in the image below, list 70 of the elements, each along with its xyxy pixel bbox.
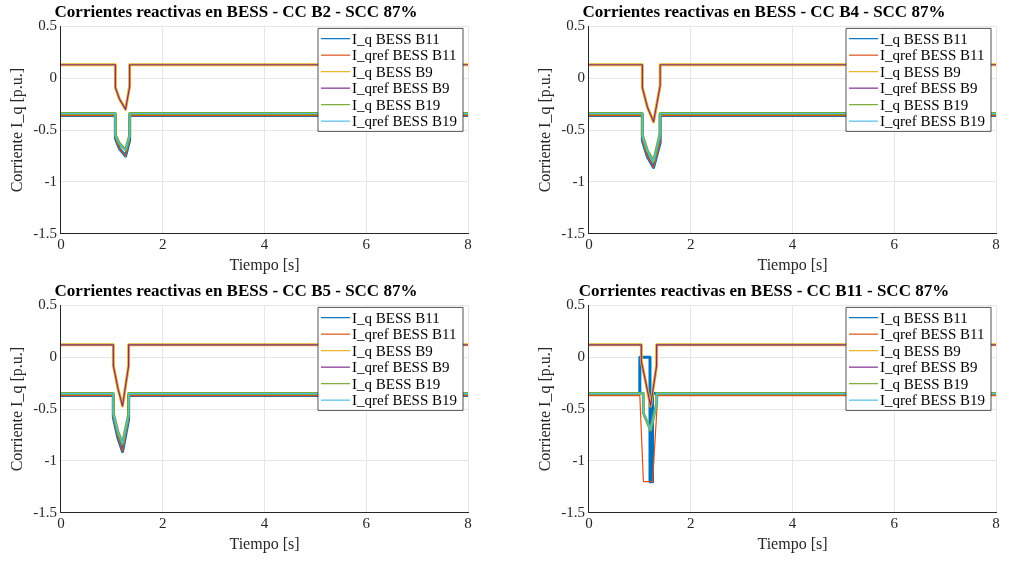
legend-label: I_qref BESS B19 bbox=[352, 113, 457, 130]
legend-label: I_qref BESS B19 bbox=[880, 113, 985, 130]
y-tick-label: 0 bbox=[49, 69, 57, 86]
x-axis-title: Tiempo [s] bbox=[757, 255, 828, 274]
x-tick-label: 6 bbox=[362, 235, 371, 252]
y-tick-label: -0.5 bbox=[33, 400, 57, 417]
x-tick-label: 4 bbox=[788, 235, 797, 252]
y-tick-label: -1.5 bbox=[561, 224, 585, 241]
x-tick-label: 2 bbox=[686, 514, 695, 531]
y-tick-label: -1 bbox=[44, 451, 57, 468]
x-tick-label: 2 bbox=[158, 514, 167, 531]
x-tick-label: 2 bbox=[686, 235, 695, 252]
x-tick-label: 6 bbox=[890, 235, 899, 252]
x-tick-label: 6 bbox=[890, 514, 899, 531]
legend-label: I_q BESS B11 bbox=[880, 30, 968, 47]
x-tick-label: 4 bbox=[260, 514, 269, 531]
y-tick-label: -0.5 bbox=[561, 121, 585, 138]
y-tick-label: -1.5 bbox=[561, 503, 585, 520]
x-axis-title: Tiempo [s] bbox=[757, 534, 828, 553]
x-tick-label: 2 bbox=[158, 235, 167, 252]
legend-label: I_q BESS B9 bbox=[352, 342, 433, 359]
x-tick-label: 4 bbox=[260, 235, 269, 252]
y-tick-label: -0.5 bbox=[33, 121, 57, 138]
x-tick-label: 8 bbox=[464, 235, 472, 252]
y-tick-label: 0 bbox=[49, 348, 57, 365]
y-tick-label: -1 bbox=[572, 451, 585, 468]
y-tick-label: -1.5 bbox=[33, 224, 57, 241]
legend-label: I_qref BESS B11 bbox=[880, 326, 985, 343]
y-tick-label: -0.5 bbox=[561, 400, 585, 417]
y-axis-title: Corriente I_q [p.u.] bbox=[7, 346, 26, 472]
x-tick-label: 8 bbox=[992, 514, 1000, 531]
y-tick-label: 0 bbox=[577, 69, 585, 86]
x-tick-label: 8 bbox=[992, 235, 1000, 252]
legend-label: I_qref BESS B9 bbox=[352, 359, 450, 376]
x-axis-title: Tiempo [s] bbox=[229, 255, 300, 274]
chart-title: Corrientes reactivas en BESS - CC B5 - SCC 87% bbox=[54, 280, 418, 300]
x-axis-title: Tiempo [s] bbox=[229, 534, 300, 553]
legend-label: I_q BESS B19 bbox=[880, 96, 969, 113]
legend-label: I_qref BESS B9 bbox=[880, 359, 978, 376]
y-axis-title: Corriente I_q [p.u.] bbox=[535, 67, 554, 193]
legend-label: I_q BESS B19 bbox=[352, 96, 441, 113]
x-tick-label: 6 bbox=[362, 514, 371, 531]
chart-title: Corrientes reactivas en BESS - CC B2 - SCC 87% bbox=[54, 1, 418, 21]
legend-label: I_qref BESS B11 bbox=[880, 47, 985, 64]
y-tick-label: -1 bbox=[44, 172, 57, 189]
legend-label: I_q BESS B11 bbox=[352, 309, 440, 326]
y-tick-label: 0 bbox=[577, 348, 585, 365]
y-tick-label: -1.5 bbox=[33, 503, 57, 520]
y-tick-label: 0.5 bbox=[38, 17, 57, 34]
legend-label: I_q BESS B9 bbox=[880, 63, 961, 80]
legend-label: I_q BESS B19 bbox=[352, 375, 441, 392]
x-tick-label: 8 bbox=[464, 514, 472, 531]
y-tick-label: 0.5 bbox=[38, 296, 57, 313]
legend-label: I_q BESS B9 bbox=[352, 63, 433, 80]
legend-label: I_qref BESS B11 bbox=[352, 326, 457, 343]
legend-label: I_qref BESS B19 bbox=[352, 392, 457, 409]
y-axis-title: Corriente I_q [p.u.] bbox=[7, 67, 26, 193]
legend-label: I_q BESS B19 bbox=[880, 375, 969, 392]
legend-label: I_qref BESS B9 bbox=[352, 80, 450, 97]
legend-label: I_qref BESS B19 bbox=[880, 392, 985, 409]
legend-label: I_q BESS B11 bbox=[880, 309, 968, 326]
y-axis-title: Corriente I_q [p.u.] bbox=[535, 346, 554, 472]
x-tick-label: 4 bbox=[788, 514, 797, 531]
y-tick-label: 0.5 bbox=[566, 17, 585, 34]
legend-label: I_q BESS B9 bbox=[880, 342, 961, 359]
legend-label: I_qref BESS B11 bbox=[352, 47, 457, 64]
chart-title: Corrientes reactivas en BESS - CC B4 - SCC 87% bbox=[582, 1, 946, 21]
legend-label: I_q BESS B11 bbox=[352, 30, 440, 47]
y-tick-label: -1 bbox=[572, 172, 585, 189]
legend-label: I_qref BESS B9 bbox=[880, 80, 978, 97]
